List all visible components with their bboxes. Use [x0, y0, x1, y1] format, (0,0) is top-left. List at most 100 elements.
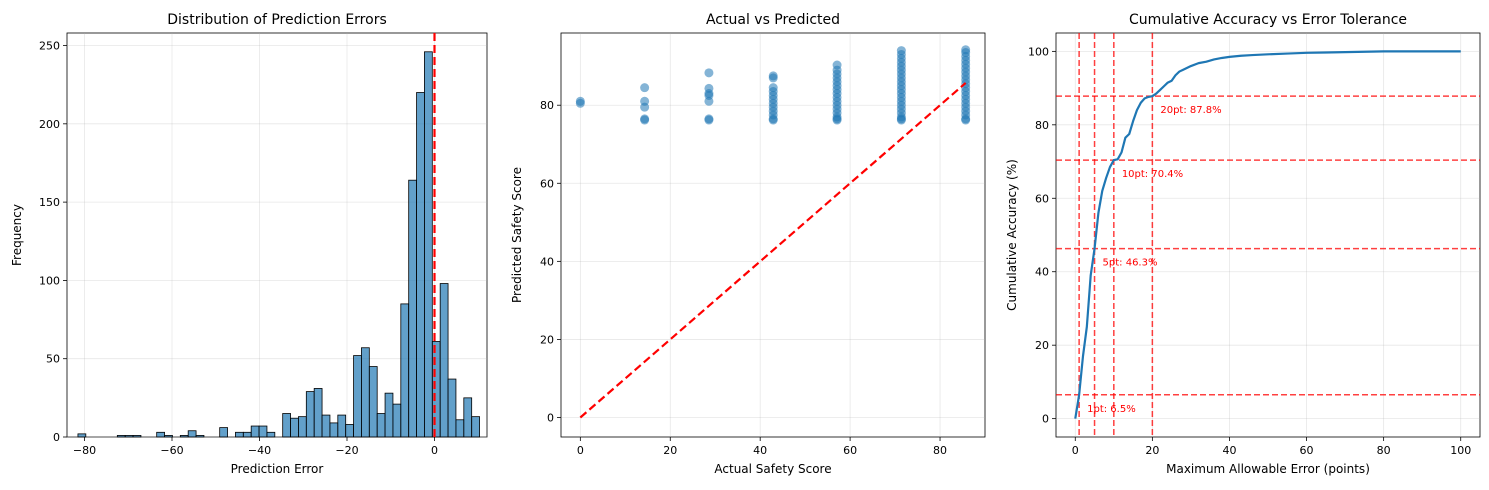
x-tick-label: 60: [843, 444, 857, 457]
scatter-point: [640, 83, 650, 93]
histogram-bar: [447, 378, 457, 438]
histogram-bar: [179, 435, 189, 438]
histogram-x-ticks: −80 −60 −40 −20 0: [73, 437, 438, 457]
y-tick-label: 80: [1035, 119, 1049, 132]
x-tick-label: 0: [577, 444, 584, 457]
histogram-bar: [361, 347, 370, 438]
cumulative-threshold-labels: 1pt: 6.5% 5pt: 46.3% 10pt: 70.4% 20pt: 87.8…: [1087, 105, 1222, 415]
y-tick-label: 250: [39, 40, 60, 53]
histogram-bars: [77, 51, 480, 438]
y-tick-label: 150: [39, 196, 60, 209]
scatter-title: Actual vs Predicted: [706, 12, 840, 28]
scatter-point: [704, 115, 714, 125]
histogram-bar: [250, 425, 260, 438]
y-tick-label: 80: [540, 99, 554, 112]
histogram-bar: [195, 435, 205, 438]
histogram-bar: [384, 392, 394, 438]
x-tick-label: 100: [1450, 444, 1471, 457]
perfect-prediction-line: [579, 82, 967, 419]
scatter-x-ticks: 0 20 40 60 80: [577, 437, 947, 457]
histogram-bar: [337, 414, 347, 438]
histogram-bar: [132, 435, 142, 438]
histogram-bar: [424, 51, 433, 438]
x-tick-label: 20: [1145, 444, 1159, 457]
y-tick-label: 200: [39, 118, 60, 131]
threshold-label: 1pt: 6.5%: [1087, 404, 1136, 415]
histogram-bar: [116, 435, 126, 438]
histogram-bar: [242, 431, 252, 438]
histogram-bar: [266, 431, 276, 438]
histogram-bar: [235, 431, 244, 438]
y-tick-label: 20: [540, 333, 554, 346]
x-tick-label: 80: [933, 444, 947, 457]
cumulative-y-ticks: 0 20 40 60 80 100: [1028, 45, 1056, 426]
histogram-bar: [282, 413, 291, 438]
y-tick-label: 100: [1028, 45, 1049, 58]
scatter-point: [640, 115, 650, 125]
histogram-bar: [376, 413, 386, 438]
scatter-x-axis-label: Actual Safety Score: [714, 462, 831, 476]
cumulative-accuracy-line: [1074, 50, 1461, 419]
y-tick-label: 60: [540, 177, 554, 190]
scatter-grid: [561, 33, 985, 437]
scatter-plot-frame: [560, 32, 986, 438]
y-tick-label: 0: [1042, 413, 1049, 426]
histogram-bar: [368, 366, 378, 438]
cumulative-plot-frame: [1055, 32, 1481, 438]
scatter-point: [640, 102, 650, 112]
cumulative-x-axis-label: Maximum Allowable Error (points): [1166, 462, 1370, 476]
y-tick-label: 60: [1035, 192, 1049, 205]
histogram-bar: [305, 391, 315, 438]
y-tick-label: 0: [547, 411, 554, 424]
histogram-bar: [416, 92, 425, 438]
histogram-bar: [124, 435, 134, 438]
histogram-bar: [298, 416, 307, 438]
scatter-point: [704, 96, 714, 106]
histogram-bar: [219, 427, 228, 438]
y-tick-label: 50: [46, 353, 60, 366]
threshold-label: 5pt: 46.3%: [1103, 258, 1158, 269]
x-tick-label: 40: [753, 444, 767, 457]
histogram-bar: [353, 355, 362, 438]
cumulative-y-axis-label: Cumulative Accuracy (%): [1005, 159, 1019, 311]
cumulative-threshold-lines: [1056, 33, 1480, 437]
histogram-x-axis-label: Prediction Error: [231, 462, 324, 476]
histogram-bar: [321, 414, 331, 438]
x-tick-label: 0: [431, 444, 438, 457]
scatter-point: [961, 115, 971, 125]
scatter-identity-line: [579, 82, 967, 419]
histogram-bar: [471, 416, 480, 438]
x-tick-label: 0: [1072, 444, 1079, 457]
y-tick-label: 40: [1035, 266, 1049, 279]
cumulative-x-ticks: 0 20 40 60 80 100: [1072, 437, 1471, 457]
scatter-point: [768, 115, 778, 125]
y-tick-label: 20: [1035, 339, 1049, 352]
scatter-point: [704, 68, 714, 78]
histogram-bar: [408, 179, 417, 438]
threshold-label: 10pt: 70.4%: [1122, 169, 1183, 180]
histogram-bar: [164, 435, 173, 438]
x-tick-label: −40: [248, 444, 271, 457]
histogram-title: Distribution of Prediction Errors: [167, 12, 387, 28]
scatter-y-ticks: 0 20 40 60 80: [540, 99, 561, 424]
y-tick-label: 40: [540, 255, 554, 268]
x-tick-label: −80: [73, 444, 96, 457]
cumulative-panel: 1pt: 6.5% 5pt: 46.3% 10pt: 70.4% 20pt: 87.8…: [1005, 12, 1481, 476]
y-tick-label: 100: [39, 274, 60, 287]
scatter-point: [896, 115, 906, 125]
x-tick-label: −60: [160, 444, 183, 457]
scatter-point: [575, 98, 585, 108]
histogram-bar: [439, 283, 449, 438]
histogram-bar: [392, 403, 402, 438]
histogram-bar: [258, 425, 268, 438]
histogram-bar: [463, 397, 473, 438]
histogram-panel: −80 −60 −40 −20 0 0 50 100 150 200 250 Distributi…: [10, 12, 488, 476]
histogram-bar: [455, 419, 465, 438]
histogram-bar: [345, 424, 354, 438]
x-tick-label: 60: [1300, 444, 1314, 457]
histogram-y-ticks: 0 50 100 150 200 250: [39, 40, 67, 444]
histogram-bar: [329, 422, 339, 438]
